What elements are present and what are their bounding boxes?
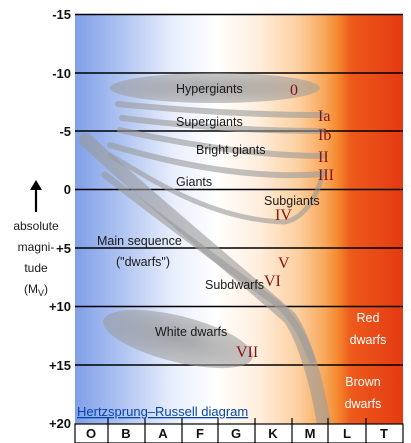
hypergiant-blob	[110, 73, 320, 103]
supergiant-ib-band	[119, 115, 326, 134]
class-ii: II	[318, 149, 329, 166]
population-bands	[79, 101, 332, 437]
mag-tick-minus-5: -5	[59, 124, 71, 139]
label-giants: Giants	[176, 175, 212, 189]
spectral-tick-l: L	[343, 426, 351, 441]
spectral-tick-m: M	[305, 426, 316, 441]
spectral-tick-o: O	[86, 426, 96, 441]
up-arrow-head-icon	[30, 180, 42, 190]
label-bright-giants: Bright giants	[196, 143, 265, 157]
label-dwarfs: ("dwarfs")	[116, 255, 170, 269]
mag-tick-plus-10: +10	[49, 299, 71, 314]
class-0: 0	[290, 82, 298, 99]
label-red-dwarfs-line2: dwarfs	[350, 333, 387, 347]
class-vi: VI	[264, 273, 281, 290]
y-axis-label-line3: tude	[24, 261, 48, 275]
label-red-dwarfs-line1: Red	[357, 311, 380, 325]
label-main-sequence: Main sequence	[97, 234, 182, 248]
class-vii: VII	[236, 344, 258, 361]
mag-tick-minus-10: -10	[52, 66, 71, 81]
y-axis-label-line1: absolute	[13, 219, 59, 233]
spectral-tick-t: T	[380, 426, 388, 441]
spectral-tick-k: K	[268, 426, 278, 441]
magnitude-ticks: -15 -10 -5 0 +5 +10 +15 +20	[49, 7, 71, 431]
label-brown-dwarfs-line1: Brown	[345, 375, 380, 389]
label-supergiants: Supergiants	[176, 115, 243, 129]
subgiant-band	[107, 152, 326, 225]
mag-tick-plus-20: +20	[49, 416, 71, 431]
spectral-tick-b: B	[121, 426, 130, 441]
class-ib: Ib	[318, 127, 331, 144]
supergiant-ia-band	[115, 101, 326, 118]
spectral-tick-g: G	[231, 426, 241, 441]
mag-tick-plus-15: +15	[49, 358, 71, 373]
label-brown-dwarfs-line2: dwarfs	[345, 397, 382, 411]
bright-giant-band	[117, 127, 326, 159]
class-v: V	[278, 255, 290, 272]
label-hypergiants: Hypergiants	[176, 82, 243, 96]
white-dwarf-blob	[103, 309, 253, 369]
diagram-title-link[interactable]: Hertzsprung–Russell diagram	[77, 404, 248, 419]
spectral-class-axis: O B A F G K M L T	[74, 418, 404, 443]
label-white-dwarfs: White dwarfs	[155, 325, 227, 339]
giant-band	[107, 142, 326, 179]
label-subgiants: Subgiants	[264, 194, 320, 208]
region-labels: Hypergiants Supergiants Bright giants Gi…	[97, 82, 386, 411]
class-iv: IV	[275, 207, 292, 224]
y-axis-label-line2: magni-	[18, 240, 55, 254]
mag-tick-0: 0	[64, 182, 71, 197]
luminosity-classes: 0 Ia Ib II III IV V VI VII	[236, 82, 334, 361]
subdwarf-band	[101, 171, 316, 364]
y-axis-label: absolute magni- tude (MV)	[13, 180, 59, 298]
y-axis-unit: (MV)	[24, 282, 48, 298]
mag-tick-plus-5: +5	[56, 241, 71, 256]
spectral-tick-a: A	[158, 426, 168, 441]
class-iii: III	[318, 167, 334, 184]
class-ia: Ia	[318, 108, 330, 125]
label-subdwarfs: Subdwarfs	[205, 278, 264, 292]
spectral-tick-f: F	[196, 426, 204, 441]
mag-tick-minus-15: -15	[52, 7, 71, 22]
